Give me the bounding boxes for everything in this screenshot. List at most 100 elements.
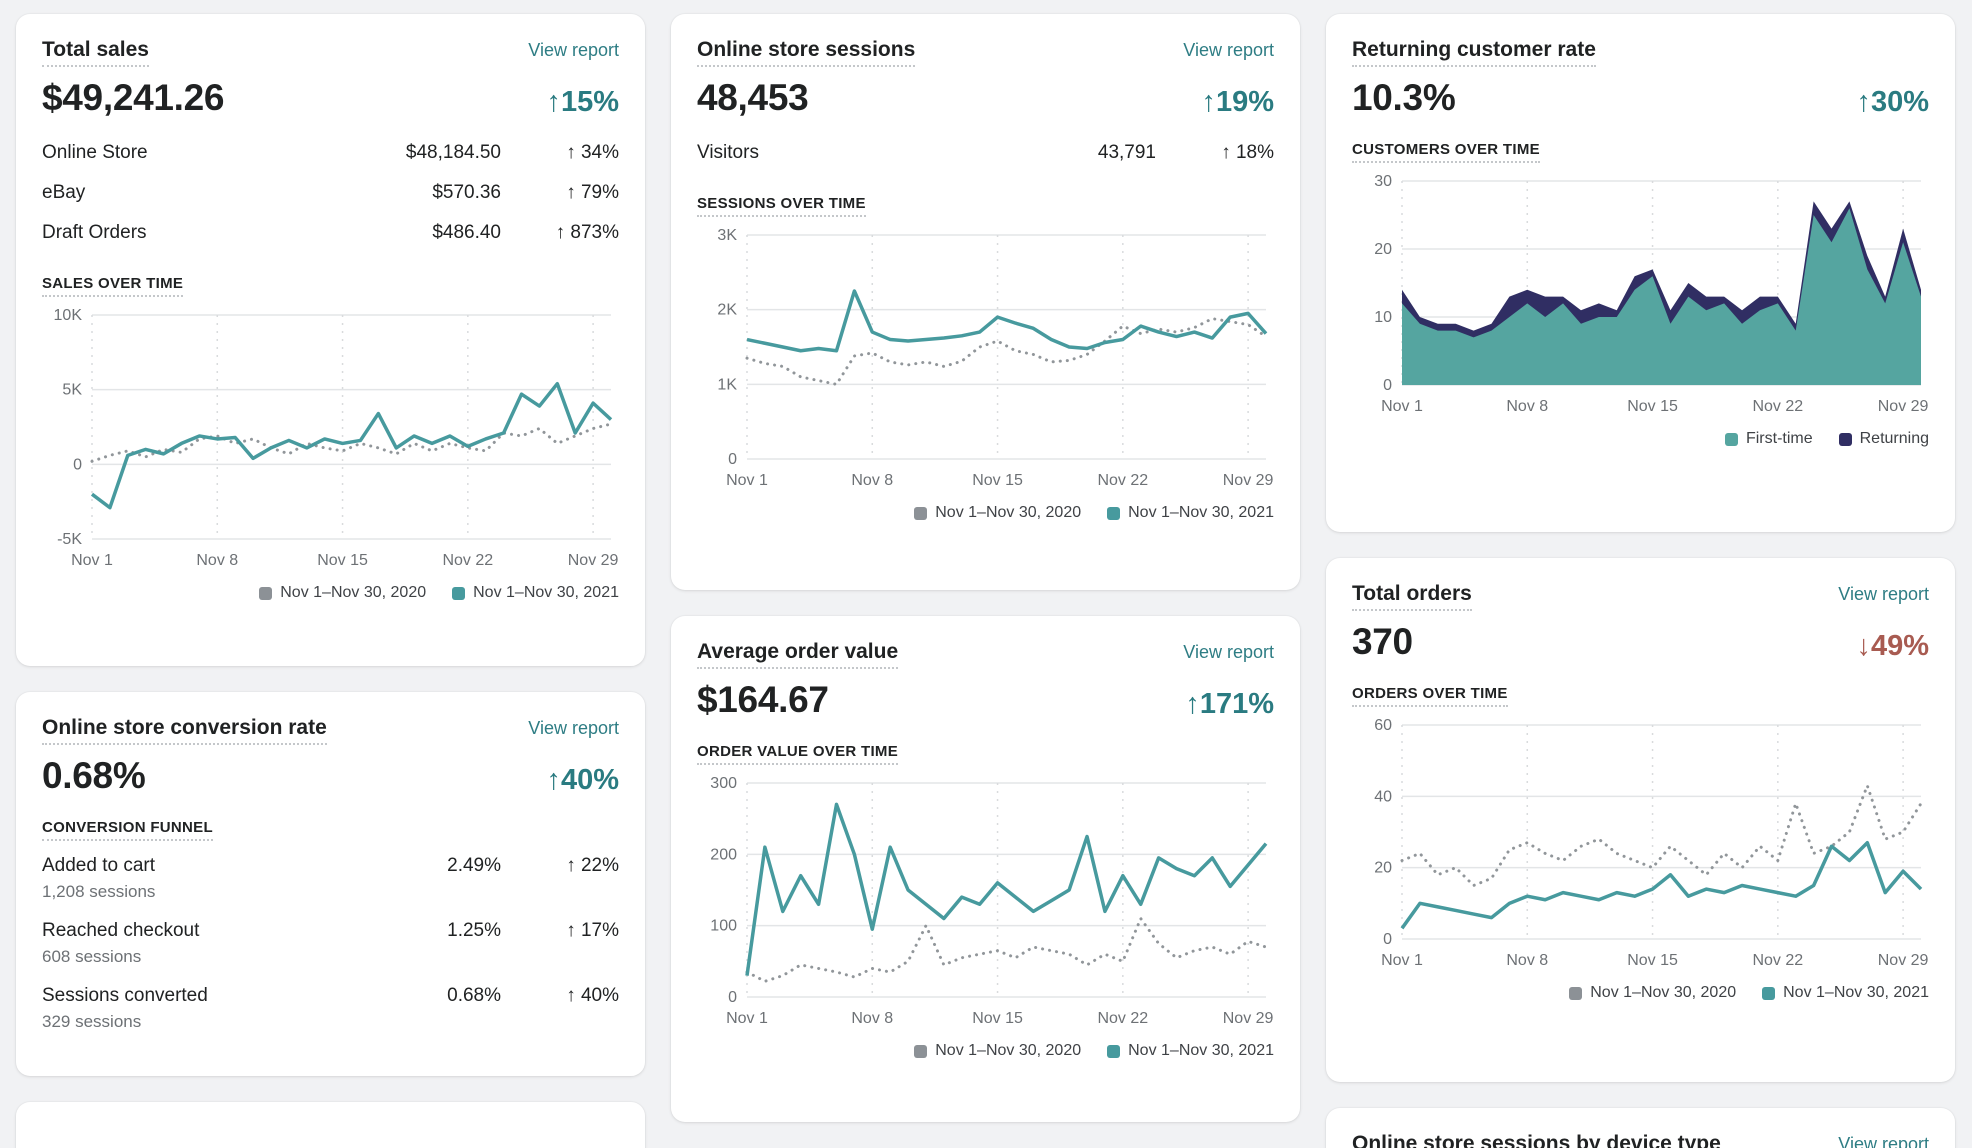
row-label: Online Store xyxy=(42,142,148,163)
row-delta: ↑ 79% xyxy=(566,182,619,203)
card-header: Online store conversion rate View report xyxy=(42,716,619,745)
view-report-link[interactable]: View report xyxy=(1183,642,1274,662)
svg-text:Nov 15: Nov 15 xyxy=(972,472,1023,489)
svg-text:200: 200 xyxy=(710,846,737,863)
aov-title[interactable]: Average order value xyxy=(697,640,899,669)
view-report-link[interactable]: View report xyxy=(1838,1134,1929,1148)
customers-over-time-label[interactable]: CUSTOMERS OVER TIME xyxy=(1352,141,1540,163)
total-sales-title[interactable]: Total sales xyxy=(42,38,149,67)
row-label: Visitors xyxy=(697,142,759,163)
svg-text:Nov 1: Nov 1 xyxy=(726,472,768,489)
legend-item: Returning xyxy=(1838,430,1929,448)
view-report-link[interactable]: View report xyxy=(528,40,619,60)
legend-swatch-2021 xyxy=(1107,506,1121,520)
row-value: $570.36 xyxy=(432,182,501,203)
legend-swatch-2021 xyxy=(1762,986,1776,1000)
section-header: SALES OVER TIME xyxy=(42,275,619,297)
legend-item: Nov 1–Nov 30, 2020 xyxy=(914,504,1081,522)
orders-over-time-label[interactable]: ORDERS OVER TIME xyxy=(1352,685,1508,707)
column-1: Total sales View report $49,241.26 ↑15% … xyxy=(16,14,645,1148)
metric-row: $49,241.26 ↑15% xyxy=(42,77,619,119)
legend-swatch-2020 xyxy=(259,586,273,600)
legend-item: Nov 1–Nov 30, 2020 xyxy=(259,584,426,602)
conversion-rate-title[interactable]: Online store conversion rate xyxy=(42,716,327,745)
sessions-over-time-label[interactable]: SESSIONS OVER TIME xyxy=(697,195,866,217)
svg-text:0: 0 xyxy=(1383,377,1392,394)
returning-rate-title[interactable]: Returning customer rate xyxy=(1352,38,1596,67)
row-delta: ↑ 873% xyxy=(555,222,619,243)
sessions-over-time-chart[interactable]: 3K 2K 1K 0 Nov 1 Nov 8 Nov 15 Nov 22 Nov 29 xyxy=(697,225,1274,498)
returning-rate-value: 10.3% xyxy=(1352,77,1456,118)
chart-legend: First-time Returning xyxy=(1352,430,1929,448)
funnel-sessions: 608 sessions xyxy=(42,947,142,966)
svg-text:Nov 15: Nov 15 xyxy=(317,552,368,569)
svg-text:Nov 8: Nov 8 xyxy=(196,552,238,569)
svg-text:Nov 22: Nov 22 xyxy=(1752,398,1803,415)
conversion-funnel-label[interactable]: CONVERSION FUNNEL xyxy=(42,819,213,841)
card-header: Returning customer rate xyxy=(1352,38,1929,67)
total-orders-title[interactable]: Total orders xyxy=(1352,582,1472,611)
legend-item: Nov 1–Nov 30, 2020 xyxy=(914,1042,1081,1060)
breakdown-row: Draft Orders $486.40 ↑ 873% xyxy=(42,213,619,253)
sales-over-time-label[interactable]: SALES OVER TIME xyxy=(42,275,184,297)
svg-text:Nov 29: Nov 29 xyxy=(1878,398,1929,415)
order-value-over-time-chart[interactable]: 300 200 100 0 Nov 1 Nov 8 Nov 15 Nov 22 Nov 29 xyxy=(697,773,1274,1036)
sessions-delta: ↑19% xyxy=(1201,86,1274,118)
card-average-order-value: Average order value View report $164.67 … xyxy=(671,616,1300,1122)
sessions-title[interactable]: Online store sessions xyxy=(697,38,916,67)
legend-item: First-time xyxy=(1724,430,1813,448)
conversion-rate-delta: ↑40% xyxy=(546,764,619,796)
svg-text:300: 300 xyxy=(710,775,737,792)
svg-text:Nov 15: Nov 15 xyxy=(1627,952,1678,969)
metric-row: 10.3% ↑30% xyxy=(1352,77,1929,119)
legend-label: Nov 1–Nov 30, 2021 xyxy=(1783,984,1929,1001)
order-value-over-time-label[interactable]: ORDER VALUE OVER TIME xyxy=(697,743,899,765)
funnel-sessions: 329 sessions xyxy=(42,1012,142,1031)
view-report-link[interactable]: View report xyxy=(528,718,619,738)
device-type-title[interactable]: Online store sessions by device type xyxy=(1352,1132,1721,1148)
svg-text:Nov 29: Nov 29 xyxy=(1223,1010,1274,1027)
svg-text:Nov 29: Nov 29 xyxy=(1223,472,1274,489)
card-partially-visible xyxy=(16,1102,645,1148)
svg-text:100: 100 xyxy=(710,918,737,935)
card-conversion-rate: Online store conversion rate View report… xyxy=(16,692,645,1076)
legend-swatch-2020 xyxy=(1569,986,1583,1000)
svg-text:Nov 22: Nov 22 xyxy=(1097,472,1148,489)
section-header: CUSTOMERS OVER TIME xyxy=(1352,141,1929,163)
legend-swatch-2020 xyxy=(914,506,928,520)
column-3: Returning customer rate 10.3% ↑30% CUSTO… xyxy=(1326,14,1955,1148)
svg-text:Nov 22: Nov 22 xyxy=(442,552,493,569)
sales-breakdown-list: Online Store $48,184.50 ↑ 34% eBay $570.… xyxy=(42,133,619,253)
card-online-store-sessions: Online store sessions View report 48,453… xyxy=(671,14,1300,590)
svg-text:Nov 8: Nov 8 xyxy=(851,1010,893,1027)
funnel-rate: 1.25% xyxy=(447,920,501,941)
chart-legend: Nov 1–Nov 30, 2020 Nov 1–Nov 30, 2021 xyxy=(697,1042,1274,1060)
legend-swatch-first-time xyxy=(1724,432,1738,446)
card-header: Total orders View report xyxy=(1352,582,1929,611)
legend-item: Nov 1–Nov 30, 2021 xyxy=(1107,1042,1274,1060)
view-report-link[interactable]: View report xyxy=(1183,40,1274,60)
sales-over-time-chart[interactable]: 10K 5K 0 -5K Nov 1 Nov 8 Nov 15 Nov 22 Nov 29 xyxy=(42,305,619,578)
orders-over-time-chart[interactable]: 60 40 20 0 Nov 1 Nov 8 Nov 15 Nov 22 Nov 29 xyxy=(1352,715,1929,978)
view-report-link[interactable]: View report xyxy=(1838,584,1929,604)
svg-text:Nov 8: Nov 8 xyxy=(1506,398,1548,415)
metric-row: 0.68% ↑40% xyxy=(42,755,619,797)
chart-svg: 3K 2K 1K 0 Nov 1 Nov 8 Nov 15 Nov 22 Nov 29 xyxy=(717,227,1274,489)
customers-over-time-chart[interactable]: 30 20 10 0 Nov 1 Nov 8 Nov 15 Nov 22 Nov 29 xyxy=(1352,171,1929,424)
chart-svg: 300 200 100 0 Nov 1 Nov 8 Nov 15 Nov 22 Nov 29 xyxy=(710,775,1274,1027)
row-label: eBay xyxy=(42,182,86,203)
legend-item: Nov 1–Nov 30, 2021 xyxy=(452,584,619,602)
legend-label: Nov 1–Nov 30, 2021 xyxy=(1128,1042,1274,1059)
svg-text:Nov 22: Nov 22 xyxy=(1752,952,1803,969)
row-label: Draft Orders xyxy=(42,222,147,243)
returning-rate-delta: ↑30% xyxy=(1856,86,1929,118)
svg-text:20: 20 xyxy=(1374,860,1392,877)
chart-legend: Nov 1–Nov 30, 2020 Nov 1–Nov 30, 2021 xyxy=(42,584,619,602)
svg-text:5K: 5K xyxy=(62,382,82,399)
svg-text:0: 0 xyxy=(728,989,737,1006)
sessions-value: 48,453 xyxy=(697,77,809,118)
svg-text:Nov 1: Nov 1 xyxy=(71,552,113,569)
funnel-rate: 2.49% xyxy=(447,855,501,876)
svg-text:10: 10 xyxy=(1374,309,1392,326)
